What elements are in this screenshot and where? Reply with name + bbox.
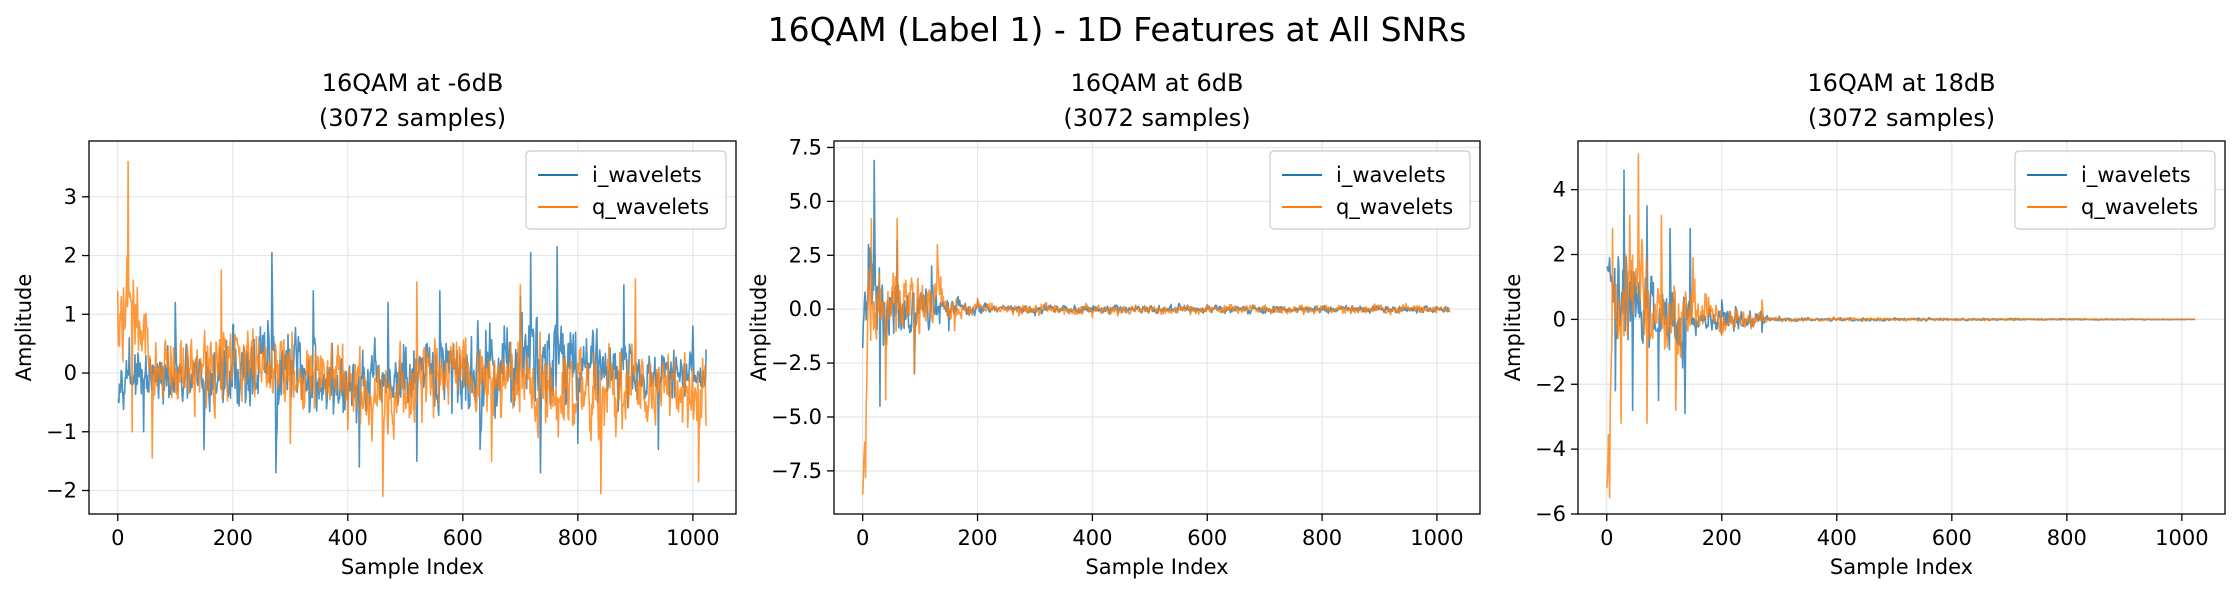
y-tick-label: 3 [64, 185, 77, 209]
axes-frame [88, 140, 737, 515]
y-tick-label: 4 [1553, 178, 1566, 202]
x-tick-label: 400 [328, 526, 368, 550]
y-tick-label: 0 [1553, 307, 1566, 331]
x-tick-label: 1000 [666, 526, 719, 550]
x-tick-label: 0 [111, 526, 124, 550]
x-tick-label: 0 [856, 526, 869, 550]
x-axis-label: Sample Index [1830, 555, 1973, 579]
x-tick-label: 0 [1600, 526, 1613, 550]
y-tick-label: −5.0 [771, 405, 822, 429]
legend: i_wavelets q_wavelets [1269, 150, 1471, 230]
y-tick-label: 0.0 [789, 297, 822, 321]
x-tick-label: 800 [2047, 526, 2087, 550]
x-tick-label: 1000 [2155, 526, 2208, 550]
x-tick-label: 200 [1702, 526, 1742, 550]
y-tick-label: −2.5 [771, 351, 822, 375]
x-tick-label: 600 [443, 526, 483, 550]
y-tick-label: −7.5 [771, 459, 822, 483]
subplot-2: 16QAM at 6dB (3072 samples) 0 200 400 600 800 1… [747, 69, 1481, 579]
x-tick-label: 400 [1072, 526, 1112, 550]
x-axis-label: Sample Index [341, 555, 484, 579]
subplot-3: 16QAM at 18dB (3072 samples) 0 200 400 600 800… [1501, 69, 2226, 579]
legend-label-i_wavelets: i_wavelets [592, 163, 702, 188]
subplot-1: 16QAM at -6dB (3072 samples) 0 200 400 600 800… [12, 69, 737, 579]
legend-label-q_wavelets: q_wavelets [1336, 195, 1453, 220]
y-axis-label: Amplitude [12, 274, 36, 382]
y-tick-label: 0 [64, 361, 77, 385]
x-tick-label: 1000 [1410, 526, 1463, 550]
subplot-title: 16QAM at 6dB [1071, 69, 1244, 97]
x-tick-label: 800 [1302, 526, 1342, 550]
x-tick-label: 400 [1817, 526, 1857, 550]
subplot-title: (3072 samples) [1808, 104, 1995, 132]
subplot-title: 16QAM at 18dB [1807, 69, 1995, 97]
y-tick-label: −2 [1535, 372, 1566, 396]
x-tick-label: 800 [558, 526, 598, 550]
legend-box [1269, 150, 1471, 230]
y-axis-label: Amplitude [1501, 274, 1525, 382]
y-axis-label: Amplitude [747, 274, 771, 382]
subplot-title: (3072 samples) [319, 104, 506, 132]
series-group [1605, 153, 2196, 499]
legend: i_wavelets q_wavelets [525, 150, 727, 230]
y-tick-label: −6 [1535, 502, 1566, 526]
subplot-title: 16QAM at -6dB [322, 69, 504, 97]
y-tick-label: −2 [46, 479, 77, 503]
y-tick-label: 2 [1553, 243, 1566, 267]
series-line-q_wavelets [1605, 153, 2196, 499]
x-tick-label: 200 [213, 526, 253, 550]
y-tick-label: −4 [1535, 437, 1566, 461]
y-tick-label: 7.5 [789, 135, 822, 159]
x-tick-label: 600 [1932, 526, 1972, 550]
x-tick-label: 200 [958, 526, 998, 550]
series-group [116, 160, 707, 498]
axes-frame [1577, 140, 2226, 515]
series-line-q_wavelets [116, 160, 707, 498]
y-tick-label: 1 [64, 302, 77, 326]
legend-label-q_wavelets: q_wavelets [592, 195, 709, 220]
figure-title: 16QAM (Label 1) - 1D Features at All SNR… [768, 10, 1467, 49]
x-tick-label: 600 [1187, 526, 1227, 550]
series-group [861, 159, 1451, 495]
axes-frame [833, 140, 1481, 515]
legend-box [525, 150, 727, 230]
legend-box [2014, 150, 2216, 230]
subplot-title: (3072 samples) [1063, 104, 1250, 132]
y-tick-label: 5.0 [789, 189, 822, 213]
y-tick-label: 2 [64, 244, 77, 268]
legend-label-i_wavelets: i_wavelets [2081, 163, 2191, 188]
legend: i_wavelets q_wavelets [2014, 150, 2216, 230]
legend-label-i_wavelets: i_wavelets [1336, 163, 1446, 188]
x-axis-label: Sample Index [1085, 555, 1228, 579]
y-tick-label: 2.5 [789, 243, 822, 267]
legend-label-q_wavelets: q_wavelets [2081, 195, 2198, 220]
y-tick-label: −1 [46, 420, 77, 444]
series-line-q_wavelets [861, 217, 1451, 495]
